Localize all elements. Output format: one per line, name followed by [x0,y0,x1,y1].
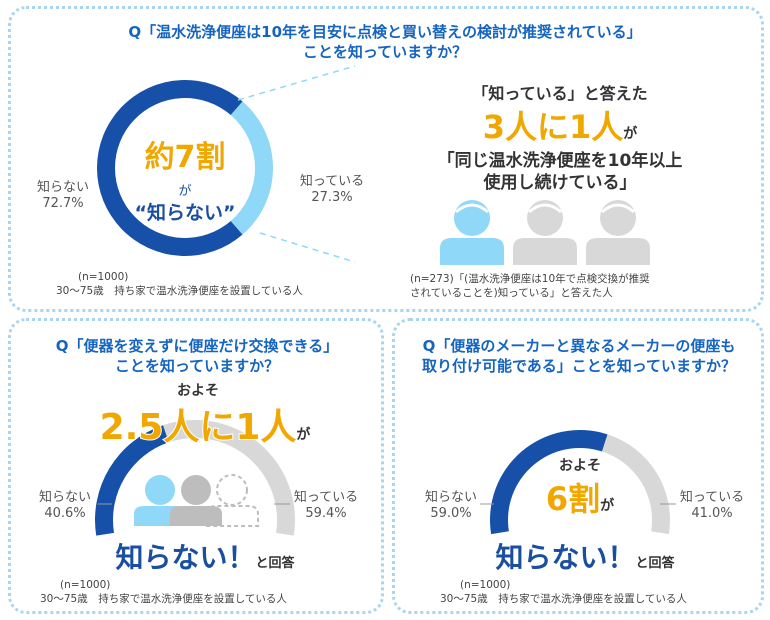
br-question-line1: Q「便器のメーカーと異なるメーカーの便座も [422,337,736,355]
callout-line3: 「同じ温水洗浄便座を10年以上 [437,151,683,171]
br-slice-shitteiru [602,434,671,535]
br-question-line2: 取り付け可能である」ことを知っていますか？ [421,357,737,375]
br-oyoso: およそ [559,458,601,474]
top-panel [8,6,764,312]
br-shiranai-row: 知らない！と回答 [440,536,730,576]
callout-line1: 「知っている」と答えた [472,84,648,103]
bl-big-row: 2.5人に1人が [60,398,350,450]
br-big-row: 6割が [500,474,660,520]
callout-note-line1: (n=273)「(温水洗浄便座は10年で点検交換が推奨 [410,273,650,285]
bl-left-pct: 40.6% [44,506,86,521]
callout-line-lower [259,232,356,263]
person-icon-gray-1 [513,200,577,265]
callout-line-upper [237,65,356,101]
top-left-pct: 72.7% [42,196,84,211]
top-donut [97,79,273,257]
br-left-label: 知らない [424,490,477,505]
top-note-n: (n=1000) [78,271,129,283]
bl-slice-shitteiru [163,420,295,536]
br-note-desc: 30～75歳 持ち家で温水洗浄便座を設置している人 [440,593,687,605]
callout-ga: が [623,126,638,142]
br-left-pct: 59.0% [430,506,472,521]
bl-donut [95,420,295,536]
bl-to-kaito: と回答 [255,556,295,571]
top-note-desc: 30～75歳 持ち家で温水洗浄便座を設置している人 [56,285,303,297]
br-ga: が [600,498,615,514]
br-right-pct: 41.0% [691,506,733,521]
bl-slice-shiranai [95,425,169,536]
bl-shiranai: 知らない！ [115,541,256,574]
br-slice-shiranai [490,430,608,535]
top-center-quote: “知らない” [134,202,236,224]
br-note-n: (n=1000) [460,579,511,591]
top-slice-shiranai [97,79,243,257]
br-shiranai: 知らない！ [495,541,636,574]
br-right-label: 知っている [679,490,745,505]
callout-line4: 使用し続けている」 [483,173,637,193]
top-right-label: 知っている [299,174,365,189]
top-slice-shitteiru [230,101,273,235]
callout-note-line2: されていることを)知っている」と答えた人 [410,287,613,299]
top-center-big: 約7割 [144,140,226,175]
bottom-left-panel [8,318,384,614]
bl-person-icon-gray-1 [170,475,222,526]
bl-question-line1: Q「便器を変えずに便座だけ交換できる」 [55,337,339,355]
top-right-pct: 27.3% [311,190,353,205]
person-icon-gray-2 [586,200,650,265]
bl-right-label: 知っている [293,490,359,505]
top-question-line1: Q「温水洗浄便座は10年を目安に点検と買い替えの検討が推奨されている」 [128,23,642,41]
br-to-kaito: と回答 [635,556,675,571]
bl-big: 2.5人に1人 [99,406,298,449]
br-big: 6割 [545,480,601,518]
bottom-right-panel [392,318,764,614]
bl-ga: が [296,427,311,443]
bl-note-desc: 30～75歳 持ち家で温水洗浄便座を設置している人 [40,593,287,605]
bl-question-line2: ことを知っていますか？ [114,357,280,375]
callout-big: 3人に1人 [482,108,624,146]
top-left-label: 知らない [36,180,89,195]
bl-person-icon-half [205,474,259,527]
bl-oyoso: およそ [177,383,219,399]
bl-right-pct: 59.4% [305,506,347,521]
person-icon-highlight [440,200,504,265]
bl-left-label: 知らない [38,490,91,505]
top-question-line2: ことを知っていますか？ [302,43,468,61]
bl-note-n: (n=1000) [60,579,111,591]
callout-big-row: 3人に1人が [370,102,750,148]
bl-shiranai-row: 知らない！と回答 [60,536,350,576]
top-center-ga: が [178,184,192,199]
br-donut [490,430,671,535]
